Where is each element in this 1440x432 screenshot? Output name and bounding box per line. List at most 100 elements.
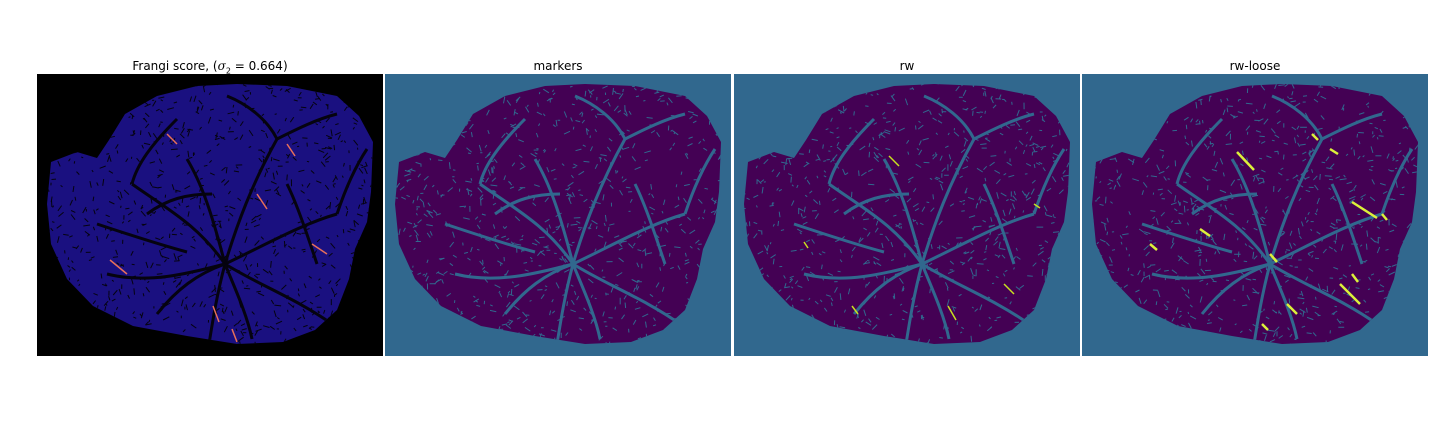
texture-stroke [1398, 142, 1402, 145]
texture-stroke [162, 256, 170, 260]
vessel-branch [223, 263, 254, 340]
texture-stroke [1128, 211, 1131, 216]
texture-stroke [142, 293, 145, 297]
texture-stroke [847, 288, 851, 295]
texture-stroke [82, 206, 87, 214]
texture-stroke [844, 108, 847, 112]
texture-stroke [906, 198, 912, 203]
texture-stroke [1411, 156, 1415, 161]
texture-stroke [873, 151, 878, 159]
texture-stroke [196, 263, 199, 266]
texture-stroke [1270, 128, 1276, 134]
texture-stroke [1222, 109, 1226, 116]
texture-stroke [614, 306, 617, 310]
texture-stroke [1314, 212, 1318, 216]
texture-stroke [926, 201, 930, 204]
texture-stroke [858, 327, 861, 330]
texture-stroke [602, 194, 605, 201]
texture-stroke [791, 286, 794, 289]
texture-stroke [1035, 145, 1040, 148]
highlight-segment [1339, 283, 1361, 305]
texture-stroke [689, 245, 693, 249]
texture-stroke [50, 172, 55, 174]
texture-stroke [698, 140, 702, 145]
highlight-segment [888, 155, 900, 167]
texture-stroke [423, 184, 428, 191]
texture-stroke [1208, 95, 1211, 102]
texture-stroke [858, 237, 864, 243]
texture-stroke [297, 288, 300, 292]
texture-stroke [570, 284, 574, 287]
texture-stroke [1277, 187, 1282, 193]
texture-stroke [544, 285, 548, 288]
texture-stroke [571, 241, 575, 244]
texture-stroke [153, 210, 157, 215]
texture-stroke [542, 149, 546, 152]
vessel-branch [1330, 183, 1364, 265]
texture-stroke [578, 228, 582, 232]
texture-stroke [191, 302, 196, 308]
texture-stroke [876, 262, 882, 267]
texture-stroke [284, 265, 288, 270]
texture-stroke [1243, 260, 1248, 263]
texture-stroke [865, 92, 868, 95]
texture-stroke [435, 213, 441, 216]
texture-stroke [243, 287, 251, 290]
texture-stroke [1241, 227, 1246, 231]
texture-stroke [71, 266, 76, 271]
texture-stroke [84, 231, 91, 236]
texture-stroke [229, 126, 231, 130]
texture-stroke [1360, 197, 1364, 201]
texture-stroke [538, 123, 541, 127]
texture-stroke [1316, 231, 1321, 235]
texture-stroke [684, 259, 689, 262]
texture-stroke [320, 161, 326, 168]
texture-stroke [1240, 183, 1243, 190]
texture-stroke [275, 170, 279, 175]
texture-stroke [614, 235, 620, 238]
texture-stroke [1278, 84, 1285, 86]
texture-stroke [852, 216, 855, 220]
texture-stroke [616, 272, 623, 277]
texture-stroke [175, 189, 181, 192]
texture-stroke [522, 318, 529, 324]
texture-stroke [932, 153, 938, 160]
highlight-segment [1033, 203, 1041, 209]
texture-stroke [99, 165, 106, 169]
texture-stroke [543, 246, 549, 249]
texture-stroke [573, 163, 578, 167]
texture-stroke [1230, 179, 1236, 186]
texture-stroke [479, 260, 484, 266]
texture-stroke [1118, 173, 1122, 180]
texture-stroke [502, 313, 505, 317]
texture-stroke [783, 275, 786, 279]
texture-stroke [1099, 180, 1102, 184]
texture-stroke [140, 312, 144, 319]
texture-stroke [1195, 212, 1200, 216]
texture-stroke [187, 150, 190, 158]
vessel-branch [146, 192, 213, 216]
texture-stroke [628, 243, 634, 249]
texture-stroke [1107, 182, 1111, 186]
texture-stroke [619, 240, 624, 244]
texture-stroke [962, 203, 965, 205]
texture-stroke [640, 87, 647, 91]
texture-stroke [778, 188, 783, 192]
texture-stroke [525, 106, 530, 113]
texture-stroke [370, 157, 373, 160]
texture-stroke [825, 294, 831, 297]
vessel-branch [533, 158, 575, 265]
texture-stroke [1021, 190, 1026, 196]
texture-stroke [606, 146, 612, 152]
texture-stroke [1224, 204, 1228, 210]
texture-stroke [285, 89, 290, 93]
texture-stroke [811, 239, 815, 244]
texture-stroke [292, 231, 297, 237]
texture-stroke [1110, 271, 1115, 274]
texture-stroke [635, 300, 639, 304]
texture-stroke [106, 153, 110, 155]
texture-stroke [1186, 222, 1190, 226]
texture-stroke [635, 95, 640, 98]
texture-stroke [227, 111, 235, 115]
texture-stroke [830, 117, 833, 122]
